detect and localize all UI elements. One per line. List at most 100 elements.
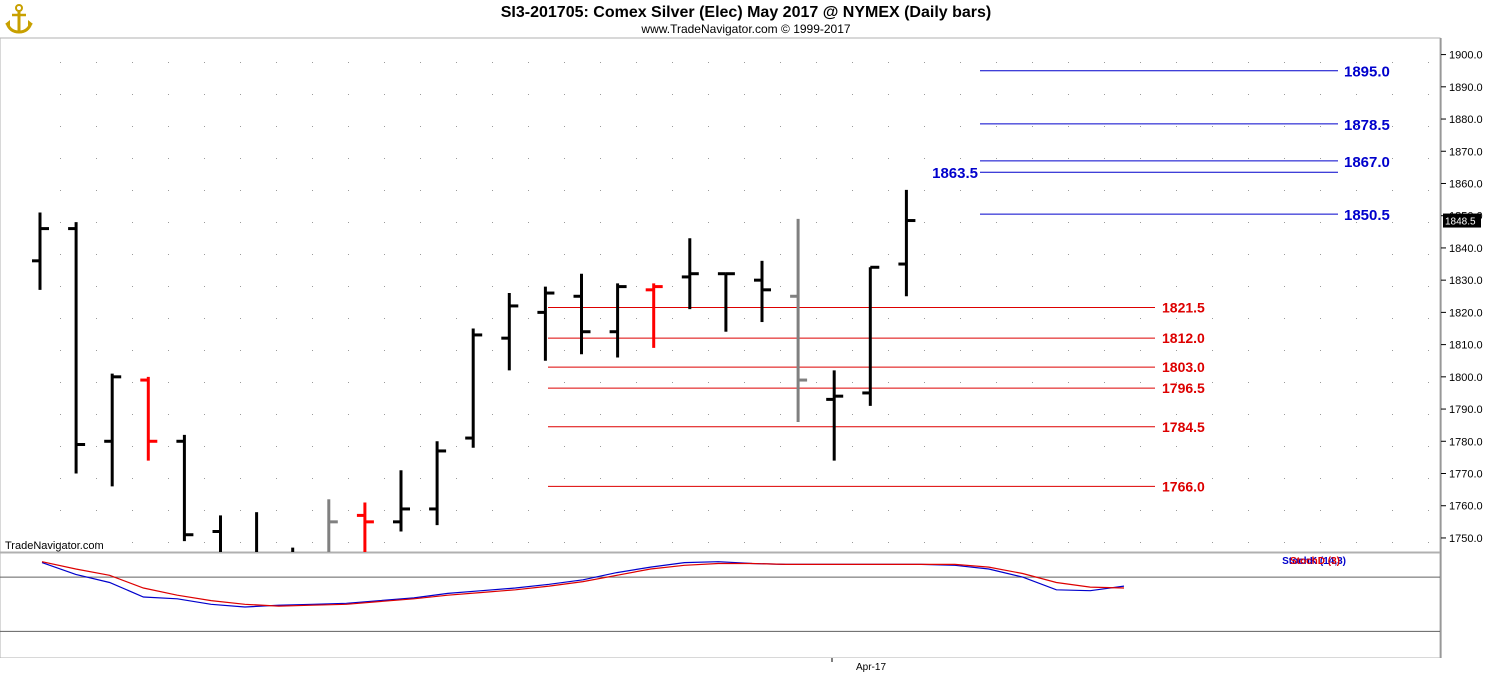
grid-dot: [636, 62, 637, 63]
grid-dot: [960, 222, 961, 223]
grid-dot: [1248, 190, 1249, 191]
grid-dot: [1284, 542, 1285, 543]
grid-dot: [132, 222, 133, 223]
grid-dot: [924, 510, 925, 511]
grid-dot: [132, 126, 133, 127]
grid-dot: [1068, 510, 1069, 511]
grid-dot: [852, 286, 853, 287]
grid-dot: [384, 190, 385, 191]
grid-dot: [1140, 62, 1141, 63]
ohlc-bar: [140, 376, 158, 461]
grid-dot: [1140, 158, 1141, 159]
grid-dot: [1284, 126, 1285, 127]
grid-dot: [132, 446, 133, 447]
grid-dot: [348, 350, 349, 351]
grid-dot: [780, 446, 781, 447]
grid-dot: [96, 158, 97, 159]
grid-dot: [1032, 318, 1033, 319]
date-axis-label: Apr-17: [856, 662, 886, 673]
grid-dot: [528, 158, 529, 159]
ohlc-bar: [754, 260, 771, 323]
grid-dot: [996, 254, 997, 255]
grid-dot: [708, 478, 709, 479]
grid-dot: [1032, 542, 1033, 543]
grid-dot: [204, 510, 205, 511]
grid-dot: [996, 478, 997, 479]
grid-dot: [1428, 510, 1429, 511]
grid-dot: [420, 446, 421, 447]
grid-dot: [384, 126, 385, 127]
grid-dot: [1140, 222, 1141, 223]
grid-dot: [960, 382, 961, 383]
grid-dot: [96, 94, 97, 95]
grid-dot: [168, 286, 169, 287]
grid-dot: [1032, 222, 1033, 223]
grid-dot: [528, 222, 529, 223]
grid-dot: [312, 478, 313, 479]
grid-dot: [528, 254, 529, 255]
grid-dot: [420, 94, 421, 95]
grid-dot: [1320, 414, 1321, 415]
grid-dot: [528, 382, 529, 383]
grid-dot: [60, 158, 61, 159]
grid-dot: [348, 478, 349, 479]
grid-dot: [1320, 542, 1321, 543]
grid-dot: [348, 62, 349, 63]
grid-dot: [1248, 254, 1249, 255]
grid-dot: [672, 254, 673, 255]
grid-dot: [384, 158, 385, 159]
grid-dot: [1428, 62, 1429, 63]
grid-dot: [96, 414, 97, 415]
grid-dot: [1032, 62, 1033, 63]
grid-dot: [1176, 510, 1177, 511]
grid-dot: [780, 286, 781, 287]
watermark-text: TradeNavigator.com: [5, 540, 104, 552]
support-level-label: 1796.5: [1162, 380, 1205, 396]
grid-dot: [1392, 126, 1393, 127]
price-bars: [32, 189, 916, 552]
target-level-label: 1867.0: [1344, 154, 1390, 171]
grid-dot: [1068, 382, 1069, 383]
grid-dot: [1392, 190, 1393, 191]
grid-dot: [780, 318, 781, 319]
grid-dot: [672, 478, 673, 479]
grid-dot: [852, 254, 853, 255]
grid-dot: [1176, 542, 1177, 543]
grid-dot: [456, 126, 457, 127]
grid-dot: [1140, 286, 1141, 287]
grid-dot: [60, 254, 61, 255]
grid-dot: [924, 542, 925, 543]
grid-dot: [276, 510, 277, 511]
ohlc-bar: [862, 265, 880, 406]
grid-dot: [384, 62, 385, 63]
stoch-plot-area: [0, 552, 1441, 659]
grid-dot: [744, 158, 745, 159]
grid-dot: [312, 222, 313, 223]
grid-dot: [636, 414, 637, 415]
grid-dot: [1356, 542, 1357, 543]
grid-dot: [204, 62, 205, 63]
grid-dot: [924, 414, 925, 415]
grid-dot: [1068, 318, 1069, 319]
grid-dot: [1068, 542, 1069, 543]
grid-dot: [960, 446, 961, 447]
grid-dot: [132, 286, 133, 287]
price-axis-label: 1900.0: [1449, 50, 1483, 62]
support-level-label: 1784.5: [1162, 419, 1205, 435]
grid-dot: [672, 126, 673, 127]
grid-dot: [132, 318, 133, 319]
grid-dot: [240, 158, 241, 159]
grid-dot: [132, 94, 133, 95]
grid-dot: [888, 62, 889, 63]
grid-dot: [1140, 478, 1141, 479]
grid-dot: [924, 382, 925, 383]
grid-dot: [888, 190, 889, 191]
grid-dot: [1284, 478, 1285, 479]
grid-dot: [816, 478, 817, 479]
grid-dot: [1140, 542, 1141, 543]
grid-dot: [384, 318, 385, 319]
grid-dot: [852, 510, 853, 511]
grid-dot: [1104, 382, 1105, 383]
grid-dot: [1068, 62, 1069, 63]
